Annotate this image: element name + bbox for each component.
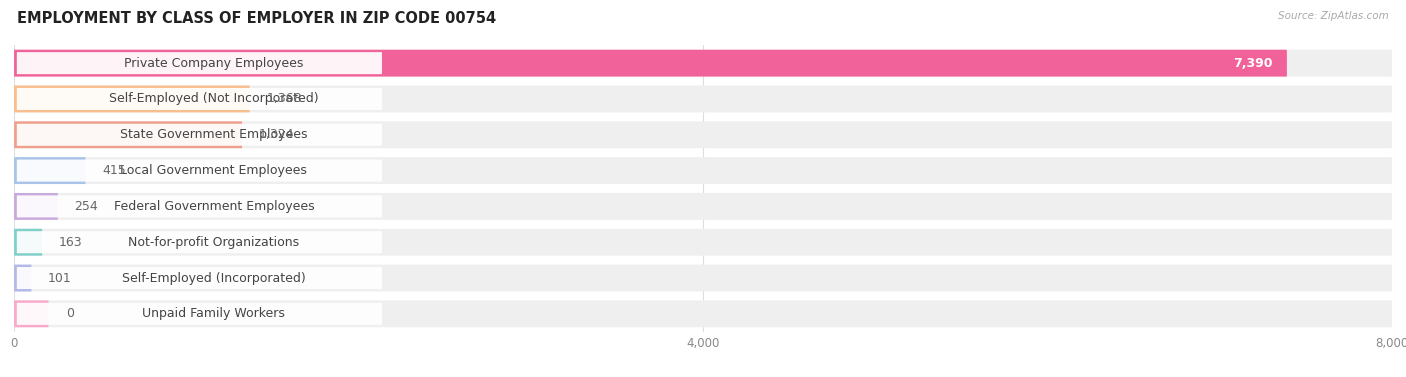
FancyBboxPatch shape: [14, 157, 86, 184]
Text: Local Government Employees: Local Government Employees: [121, 164, 308, 177]
FancyBboxPatch shape: [14, 50, 1392, 77]
FancyBboxPatch shape: [17, 159, 382, 182]
FancyBboxPatch shape: [14, 300, 1392, 327]
Text: 7,390: 7,390: [1233, 57, 1272, 70]
Text: State Government Employees: State Government Employees: [120, 128, 308, 141]
Text: 0: 0: [66, 307, 75, 320]
FancyBboxPatch shape: [14, 50, 1286, 77]
Text: Source: ZipAtlas.com: Source: ZipAtlas.com: [1278, 11, 1389, 21]
FancyBboxPatch shape: [14, 121, 1392, 148]
Text: 163: 163: [59, 236, 83, 249]
Text: 1,368: 1,368: [266, 92, 302, 106]
Text: 101: 101: [48, 271, 72, 285]
Text: Self-Employed (Incorporated): Self-Employed (Incorporated): [122, 271, 305, 285]
Text: EMPLOYMENT BY CLASS OF EMPLOYER IN ZIP CODE 00754: EMPLOYMENT BY CLASS OF EMPLOYER IN ZIP C…: [17, 11, 496, 26]
FancyBboxPatch shape: [14, 265, 1392, 291]
FancyBboxPatch shape: [17, 303, 382, 325]
Text: 415: 415: [103, 164, 125, 177]
Text: 254: 254: [75, 200, 98, 213]
Text: Not-for-profit Organizations: Not-for-profit Organizations: [128, 236, 299, 249]
Text: 1,324: 1,324: [259, 128, 294, 141]
Text: Unpaid Family Workers: Unpaid Family Workers: [142, 307, 285, 320]
Text: Self-Employed (Not Incorporated): Self-Employed (Not Incorporated): [110, 92, 319, 106]
FancyBboxPatch shape: [17, 88, 382, 110]
FancyBboxPatch shape: [17, 231, 382, 253]
FancyBboxPatch shape: [17, 267, 382, 289]
FancyBboxPatch shape: [14, 193, 58, 220]
FancyBboxPatch shape: [14, 229, 42, 256]
FancyBboxPatch shape: [14, 193, 1392, 220]
FancyBboxPatch shape: [14, 229, 1392, 256]
Text: Federal Government Employees: Federal Government Employees: [114, 200, 314, 213]
FancyBboxPatch shape: [14, 300, 48, 327]
FancyBboxPatch shape: [17, 195, 382, 218]
FancyBboxPatch shape: [14, 86, 1392, 112]
FancyBboxPatch shape: [14, 121, 242, 148]
FancyBboxPatch shape: [14, 157, 1392, 184]
FancyBboxPatch shape: [17, 52, 382, 74]
FancyBboxPatch shape: [17, 124, 382, 146]
FancyBboxPatch shape: [14, 265, 31, 291]
Text: Private Company Employees: Private Company Employees: [124, 57, 304, 70]
FancyBboxPatch shape: [14, 86, 250, 112]
